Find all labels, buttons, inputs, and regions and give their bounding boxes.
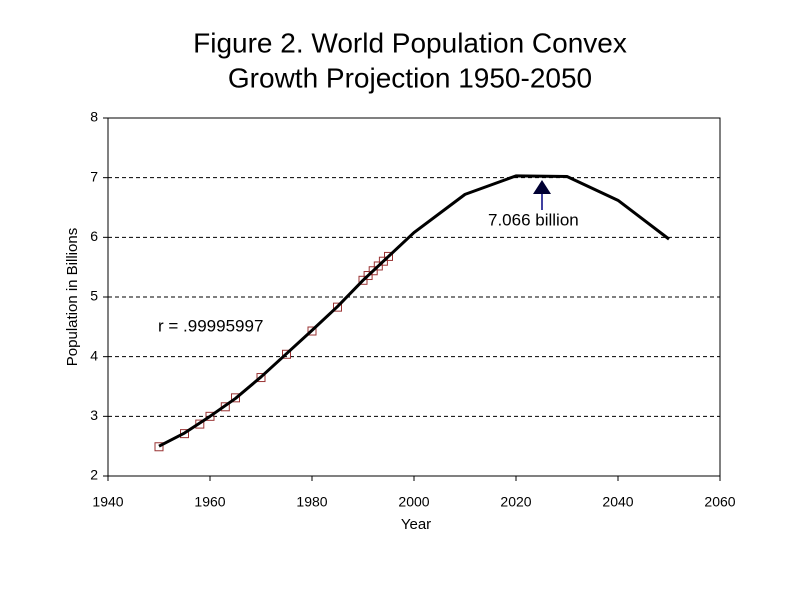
data-point: [154, 442, 164, 452]
data-point: [231, 393, 240, 403]
data-point: [363, 271, 373, 281]
y-tick-label: 6: [90, 228, 98, 244]
y-axis-title: Population in Billions: [64, 228, 81, 366]
data-point: [256, 373, 266, 383]
y-tick-label: 3: [90, 407, 98, 423]
data-point: [384, 251, 393, 261]
y-tick-label: 4: [90, 347, 98, 363]
series-line: [158, 174, 670, 448]
chart-title: Figure 2. World Population Convex: [193, 27, 627, 58]
data-point: [205, 411, 215, 421]
data-point: [368, 266, 378, 276]
annotation: r = .99995997: [158, 316, 263, 335]
x-axis-title: Year: [401, 516, 431, 533]
data-point: [378, 256, 388, 266]
x-tick-label: 2000: [398, 494, 429, 510]
data-point: [307, 326, 317, 336]
x-tick-label: 1960: [194, 494, 225, 510]
y-tick-label: 5: [90, 288, 98, 304]
y-tick-label: 2: [90, 467, 98, 483]
x-tick-label: 2060: [704, 494, 735, 510]
data-point: [333, 302, 342, 312]
y-tick-label: 7: [90, 168, 98, 184]
data-point: [358, 275, 368, 285]
x-tick-label: 2040: [602, 494, 633, 510]
data-point: [282, 349, 291, 359]
data-point: [373, 261, 383, 271]
chart-title: Growth Projection 1950-2050: [228, 62, 592, 93]
annotation: 7.066 billion: [488, 210, 579, 229]
annotation-arrowhead: [533, 180, 551, 194]
plot-frame: [107, 117, 721, 477]
x-tick-label: 1980: [296, 494, 327, 510]
x-tick-label: 2020: [500, 494, 531, 510]
y-tick-label: 8: [90, 109, 98, 125]
x-tick-label: 1940: [92, 494, 123, 510]
